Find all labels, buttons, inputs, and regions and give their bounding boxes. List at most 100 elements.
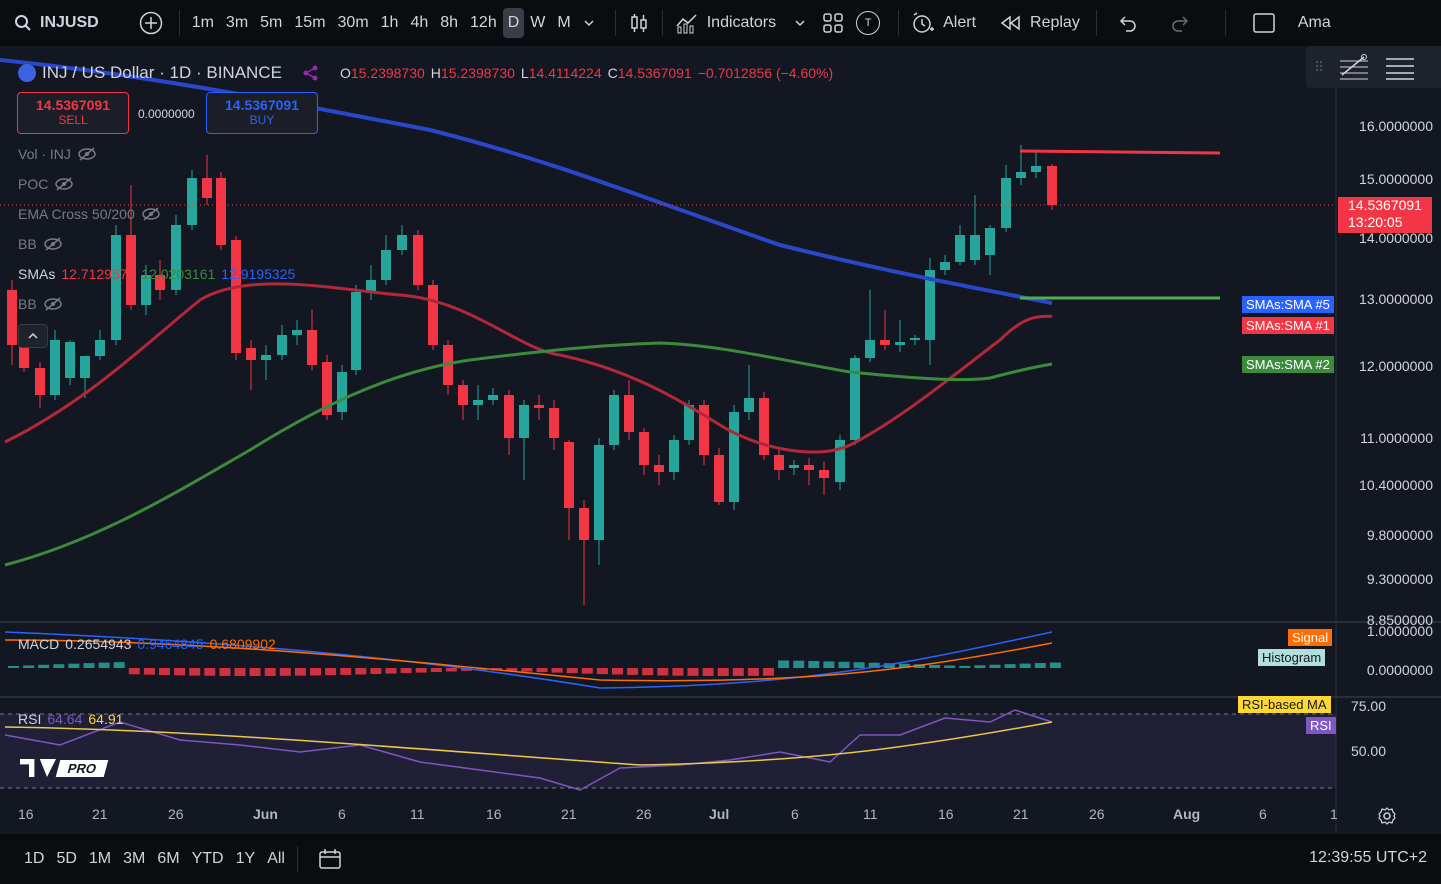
- account-menu[interactable]: Ama: [1297, 14, 1331, 31]
- divider: [1224, 10, 1226, 36]
- macd-histogram-bar: [53, 664, 65, 668]
- macd-histogram-bar: [838, 661, 850, 668]
- replay-button[interactable]: Replay: [994, 8, 1086, 38]
- range-3m[interactable]: 3M: [123, 850, 146, 867]
- timeframe-5m[interactable]: 5m: [260, 14, 283, 31]
- indicator-bb-2[interactable]: BB: [18, 296, 63, 312]
- macd-histogram-bar: [8, 666, 19, 668]
- timeframe-4h[interactable]: 4h: [410, 14, 429, 31]
- alert-button[interactable]: Alert: [905, 8, 982, 38]
- candle-body: [895, 342, 905, 345]
- sma1-value: 12.7129578: [61, 266, 136, 282]
- macd-histogram-bar: [914, 664, 925, 668]
- range-1d[interactable]: 1D: [24, 850, 45, 867]
- timeframe-30m[interactable]: 30m: [337, 14, 369, 31]
- macd-histogram-bar: [687, 668, 699, 676]
- timeframe-d[interactable]: D: [502, 8, 525, 38]
- macd-histogram-bar: [566, 668, 578, 674]
- collapse-indicators-button[interactable]: [18, 324, 48, 348]
- histogram-tag: Histogram: [1258, 649, 1326, 666]
- macd-histogram-bar: [702, 668, 714, 676]
- candle-body: [351, 292, 361, 370]
- macd-legend[interactable]: MACD 0.2654943 0.9464845 0.6809902: [18, 636, 276, 652]
- candle-body: [413, 235, 423, 285]
- date-label: 16: [938, 806, 954, 822]
- candle-body: [261, 355, 271, 360]
- indicator-bb[interactable]: BB: [18, 236, 63, 252]
- tradingview-logo[interactable]: PRO: [20, 759, 109, 777]
- candle-body: [910, 338, 920, 340]
- price-axis-label: 8.8500000: [1366, 612, 1433, 628]
- timeframe-1h[interactable]: 1h: [380, 14, 399, 31]
- open-value: 15.2398730: [350, 65, 425, 81]
- chart-area[interactable]: INJ / US Dollar · 1D · BINANCE O 15.2398…: [0, 46, 1441, 834]
- candle-body: [202, 178, 212, 198]
- macd-histogram-bar: [732, 668, 744, 676]
- candle-body: [669, 440, 679, 472]
- range-6m[interactable]: 6M: [157, 850, 180, 867]
- settings-gear-button[interactable]: [1377, 806, 1397, 831]
- sell-button[interactable]: 14.5367091 SELL: [17, 92, 129, 134]
- share-icon[interactable]: [302, 65, 320, 81]
- layouts-button[interactable]: [816, 8, 850, 38]
- timeframe-8h[interactable]: 8h: [440, 14, 459, 31]
- timeframe-w[interactable]: W: [530, 14, 546, 31]
- range-1y[interactable]: 1Y: [235, 850, 256, 867]
- date-label: 1: [1330, 806, 1338, 822]
- timeframe-3m[interactable]: 3m: [225, 14, 249, 31]
- macd-histogram-bar: [853, 662, 865, 668]
- clock[interactable]: 12:39:55 UTC+2: [1309, 849, 1427, 866]
- indicator-ema-cross[interactable]: EMA Cross 50/200: [18, 206, 161, 222]
- date-range-button[interactable]: [312, 844, 348, 874]
- range-all[interactable]: All: [267, 850, 285, 867]
- eye-off-icon[interactable]: [141, 206, 161, 222]
- square-icon: [1253, 13, 1275, 33]
- macd-histogram-bar: [294, 668, 306, 676]
- indicator-smas[interactable]: SMAs 12.7129578 12.0203161 12.9195325: [18, 266, 295, 282]
- price-chart[interactable]: [0, 46, 1441, 834]
- indicator-poc[interactable]: POC: [18, 176, 74, 192]
- macd-histogram-bar: [717, 668, 729, 676]
- drag-handle-icon[interactable]: ⠿: [1314, 58, 1325, 75]
- eye-off-icon[interactable]: [43, 296, 63, 312]
- lines-menu-icon[interactable]: [1384, 53, 1416, 81]
- timeframe-12h[interactable]: 12h: [470, 14, 497, 31]
- range-ytd[interactable]: YTD: [191, 850, 224, 867]
- price-axis-label: 12.0000000: [1359, 358, 1433, 374]
- date-label: 26: [168, 806, 184, 822]
- fullscreen-button[interactable]: [1246, 8, 1282, 38]
- search-icon: [15, 15, 31, 31]
- t-badge-icon: T: [856, 11, 881, 35]
- price-axis-label: 10.4000000: [1359, 477, 1433, 493]
- indicators-dropdown[interactable]: [788, 8, 812, 38]
- timeframe-m[interactable]: M: [557, 14, 571, 31]
- templates-button[interactable]: T: [850, 8, 886, 38]
- date-label: 26: [1089, 806, 1105, 822]
- buy-button[interactable]: 14.5367091 BUY: [206, 92, 318, 134]
- eye-off-icon[interactable]: [77, 146, 97, 162]
- add-symbol-button[interactable]: [133, 8, 169, 38]
- undo-button[interactable]: [1111, 8, 1143, 38]
- timeframe-1m[interactable]: 1m: [191, 14, 214, 31]
- change-value: −0.7012856 (−4.60%): [697, 65, 834, 81]
- timeframe-15m[interactable]: 15m: [294, 14, 326, 31]
- indicator-vol[interactable]: Vol · INJ: [18, 146, 97, 162]
- trend-lines-icon[interactable]: [1338, 53, 1370, 81]
- redo-button[interactable]: [1165, 8, 1197, 38]
- alarm-clock-icon: [913, 12, 935, 33]
- chevron-down-icon: [584, 20, 594, 27]
- eye-off-icon[interactable]: [43, 236, 63, 252]
- divider: [898, 10, 900, 36]
- eye-off-icon[interactable]: [54, 176, 74, 192]
- indicators-button[interactable]: Indicators: [669, 8, 782, 38]
- chart-type-button[interactable]: [622, 8, 656, 38]
- undo-icon: [1119, 16, 1136, 32]
- range-5d[interactable]: 5D: [56, 850, 77, 867]
- timeframe-dropdown[interactable]: [577, 8, 601, 38]
- symbol-search[interactable]: INJUSD: [0, 8, 105, 38]
- macd-axis-label: 1.0000000: [1366, 623, 1433, 639]
- range-1m[interactable]: 1M: [88, 850, 112, 867]
- macd-histogram-bar: [989, 664, 1001, 668]
- rsi-legend[interactable]: RSI 64.64 64.91: [18, 711, 123, 727]
- rsi-ma-tag: RSI-based MA: [1238, 696, 1331, 713]
